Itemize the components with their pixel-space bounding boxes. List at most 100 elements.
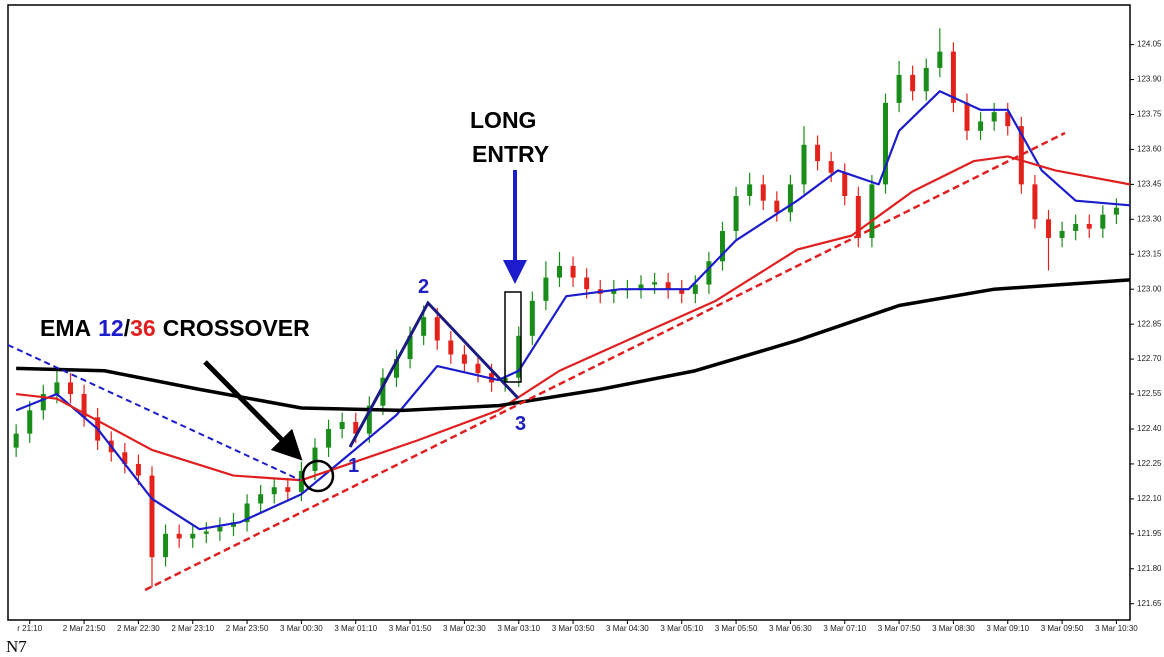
candle-body (244, 503, 250, 523)
candle-body (190, 533, 196, 539)
y-tick-label: 123.90 (1137, 75, 1162, 84)
candle-body (923, 67, 929, 92)
candle-body (1113, 207, 1119, 215)
candle-body (1100, 214, 1106, 229)
candle-body (869, 184, 875, 238)
candle-body (991, 112, 997, 122)
trend-line (7, 344, 301, 481)
candle-body (556, 265, 562, 278)
candle-body (353, 421, 359, 434)
candle-body (1059, 230, 1065, 238)
y-tick-label: 122.70 (1137, 354, 1162, 363)
candle-body (149, 475, 155, 558)
candle-body (1045, 219, 1051, 238)
crossover-circle (301, 459, 335, 493)
candle-body (679, 289, 685, 294)
candle-body (760, 184, 766, 201)
candle-body (543, 277, 549, 301)
candle-body (203, 531, 209, 534)
x-tick-label: 3 Mar 07:50 (878, 624, 921, 633)
ema-line (16, 155, 1130, 482)
candle-body (910, 74, 916, 92)
candle-body (163, 533, 169, 558)
y-tick-label: 122.25 (1137, 459, 1162, 468)
y-tick-label: 122.40 (1137, 424, 1162, 433)
candle-body (828, 161, 834, 173)
x-tick-label: 3 Mar 09:10 (986, 624, 1029, 633)
x-tick-label: 3 Mar 03:50 (552, 624, 595, 633)
candle-body (584, 277, 590, 290)
candle-body (1005, 112, 1011, 127)
candle-body (611, 289, 617, 294)
candle-body (27, 410, 33, 434)
candle-body (326, 428, 332, 448)
y-tick-label: 123.15 (1137, 249, 1162, 258)
candle-body (380, 377, 386, 406)
x-tick-label: 3 Mar 00:30 (280, 624, 323, 633)
candle-body (978, 121, 984, 131)
candle-body (692, 284, 698, 294)
x-tick-label: 3 Mar 04:30 (606, 624, 649, 633)
candle-body (747, 184, 753, 197)
candle-body (393, 359, 399, 378)
x-tick-label: 3 Mar 02:30 (443, 624, 486, 633)
candle-body (298, 470, 304, 492)
point-label: 3 (515, 413, 526, 435)
candle-body (937, 51, 943, 68)
candle-body (1032, 184, 1038, 220)
candle-body (719, 230, 725, 262)
x-tick-label: 3 Mar 09:50 (1041, 624, 1084, 633)
y-tick-label: 122.55 (1137, 389, 1162, 398)
candle-body (135, 463, 141, 476)
candle-body (475, 363, 481, 374)
candle-body (271, 487, 277, 495)
point-label: 1 (348, 455, 359, 477)
candle-body (787, 184, 793, 213)
candle-body (774, 200, 780, 213)
ema-line (16, 278, 1130, 413)
candle-body (461, 354, 467, 364)
candle-body (516, 335, 522, 378)
x-tick-label: 3 Mar 05:50 (715, 624, 758, 633)
candle-body (40, 394, 46, 411)
y-tick-label: 123.60 (1137, 145, 1162, 154)
candle-body (1086, 223, 1092, 229)
candle-body (1073, 223, 1079, 231)
y-tick-label: 121.65 (1137, 599, 1162, 608)
candle-body (258, 494, 264, 504)
y-tick-label: 123.00 (1137, 284, 1162, 293)
x-tick-label: 3 Mar 06:30 (769, 624, 812, 633)
x-tick-label: r 21:10 (17, 624, 42, 633)
long-label: LONG (470, 107, 536, 133)
candle-body (529, 300, 535, 336)
candle-body (407, 335, 413, 360)
candle-body (448, 340, 454, 355)
candle-body (706, 261, 712, 285)
candle-body (285, 487, 291, 492)
candle-body (339, 421, 345, 429)
x-tick-label: 3 Mar 10:30 (1095, 624, 1138, 633)
candle-body (815, 144, 821, 162)
y-tick-label: 122.10 (1137, 494, 1162, 503)
x-tick-label: 2 Mar 21:50 (63, 624, 106, 633)
candle-body (54, 382, 60, 395)
x-tick-label: 3 Mar 01:50 (389, 624, 432, 633)
candle-body (964, 102, 970, 131)
candle-body (950, 51, 956, 103)
x-tick-label: 3 Mar 08:30 (932, 624, 975, 633)
point-label: 2 (418, 276, 429, 298)
x-tick-label: 2 Mar 23:50 (226, 624, 269, 633)
y-tick-label: 123.45 (1137, 179, 1162, 188)
y-tick-label: 123.75 (1137, 110, 1162, 119)
y-tick-label: 123.30 (1137, 214, 1162, 223)
candle-body (13, 433, 19, 448)
candle-body (882, 102, 888, 185)
plot-frame (7, 4, 1131, 621)
candle-body (67, 382, 73, 395)
x-tick-label: 3 Mar 03:10 (497, 624, 540, 633)
y-tick-label: 124.05 (1137, 40, 1162, 49)
ema-line (15, 90, 1130, 531)
candle-body (366, 405, 372, 434)
trend-line (144, 131, 1066, 592)
